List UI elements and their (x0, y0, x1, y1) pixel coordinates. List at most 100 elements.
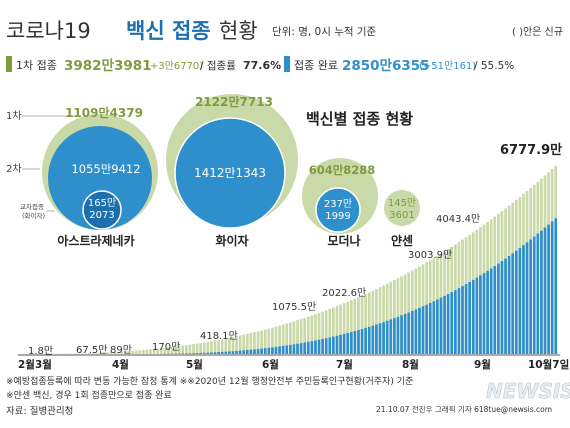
full-dose-bar (332, 337, 335, 354)
full-dose-rate: / 55.5% (474, 60, 514, 72)
full-dose-bar (321, 339, 324, 354)
full-dose-bar (257, 349, 260, 354)
full-dose-bar (490, 268, 493, 354)
full-dose-bar (346, 333, 349, 354)
full-dose-bar (436, 300, 439, 355)
first-dose-rate: 77.6% (243, 59, 281, 72)
full-dose-bar (275, 347, 278, 354)
full-dose-bar (311, 341, 314, 354)
legend-second: 2차 (6, 163, 22, 175)
credit: 21.10.07 전진우 그래픽 기자 618tue@newsis.com (376, 404, 552, 414)
full-dose-bar (253, 349, 256, 354)
full-dose-bar (522, 245, 525, 354)
first-dose-bar (203, 342, 206, 354)
full-dose-bar (221, 352, 224, 354)
full-dose-bar (382, 322, 385, 354)
annotation-2: 67.5만 (76, 344, 107, 356)
full-dose-bar (189, 353, 192, 354)
unit-note: 단위: 명, 0시 누적 기준 (272, 25, 377, 38)
full-dose-bar (264, 348, 267, 354)
full-dose-bar (511, 253, 514, 354)
cross-label-2: (화이자) (22, 211, 45, 220)
full-dose-bar (483, 273, 486, 354)
full-dose-bar (465, 284, 468, 354)
full-dose-bar (303, 342, 306, 354)
full-dose-bar (544, 228, 547, 354)
full-dose-bar (450, 292, 453, 354)
annotation-4: 170만 (152, 341, 180, 353)
full-dose-bar (285, 345, 288, 354)
full-dose-bar (350, 332, 353, 354)
full-dose-bar (508, 256, 511, 354)
full-dose-bar (224, 352, 227, 354)
full-dose-bar (533, 237, 536, 354)
title-light: 코로나19 (6, 19, 91, 43)
tick-label-jun: 6월 (262, 358, 279, 371)
full-dose-bar (235, 351, 238, 354)
annotation-10: 6777.9만 (500, 142, 562, 158)
first-dose-new: (+3만6770) (146, 60, 203, 72)
full-dose-label: 접종 완료 (294, 59, 338, 72)
title-light-2: 현황 (219, 19, 258, 43)
full-dose-bar (192, 353, 195, 354)
annotation-8: 3003.9만 (408, 249, 452, 261)
full-dose-bar (443, 296, 446, 354)
full-dose-bar (486, 271, 489, 354)
full-dose-bar (404, 314, 407, 354)
az-name: 아스트라제네카 (57, 233, 134, 248)
full-dose-bar (379, 323, 382, 354)
first-dose-value: 3982만3981 (64, 58, 152, 74)
full-dose-bar (343, 334, 346, 354)
full-dose-bar (493, 266, 496, 354)
full-dose-bar (415, 309, 418, 354)
first-dose-bar (207, 342, 210, 354)
full-dose-bar (336, 336, 339, 354)
annotation-7: 2022.6만 (322, 287, 366, 299)
full-dose-bar (432, 301, 435, 354)
pfizer-first-value: 2122만7713 (195, 94, 273, 109)
moderna-second-bubble (316, 188, 360, 232)
janssen-value-b: 3601 (389, 210, 414, 221)
full-dose-bar (300, 343, 303, 354)
tick-label-sep: 9월 (474, 358, 491, 371)
full-dose-bar (242, 350, 245, 354)
full-dose-bar (354, 331, 357, 354)
janssen-value-a: 145만 (388, 197, 416, 209)
full-dose-bar (328, 337, 331, 354)
newsis-logo: NEWSIS (486, 379, 570, 403)
full-dose-bar (554, 218, 557, 354)
source: 자료: 질병관리청 (6, 405, 73, 417)
first-dose-bar (146, 350, 149, 354)
full-dose-bar (526, 242, 529, 354)
az-second-value: 1055만9412 (71, 162, 140, 176)
first-dose-bar (217, 340, 220, 354)
full-dose-bar (199, 353, 202, 354)
full-dose-bar (536, 234, 539, 354)
first-dose-marker (6, 56, 12, 72)
full-dose-bar (217, 352, 220, 354)
full-dose-new: (+51만161) (419, 60, 476, 72)
full-dose-bar (418, 308, 421, 354)
tick-label-apr: 4월 (112, 358, 129, 371)
legend-first: 1차 (6, 110, 22, 122)
full-dose-bar (361, 329, 364, 354)
full-dose-bar (529, 240, 532, 354)
full-dose-bar (504, 259, 507, 354)
cross-label-1: 교차접종 (20, 202, 44, 211)
full-dose-bar (411, 311, 414, 354)
full-dose-bar (468, 282, 471, 354)
first-dose-label: 1차 접종 (16, 59, 57, 72)
full-dose-bar (250, 350, 253, 354)
full-dose-bar (307, 342, 310, 354)
full-dose-bar (540, 231, 543, 354)
moderna-first-value: 604만8288 (309, 163, 376, 177)
full-dose-bar (368, 327, 371, 354)
first-dose-bar (185, 345, 188, 354)
full-dose-bar (461, 286, 464, 354)
full-dose-bar (425, 305, 428, 354)
moderna-name: 모더나 (327, 233, 360, 248)
full-dose-bar (185, 353, 188, 354)
az-cross-value-b: 2073 (89, 210, 114, 221)
full-dose-bar (515, 251, 518, 354)
